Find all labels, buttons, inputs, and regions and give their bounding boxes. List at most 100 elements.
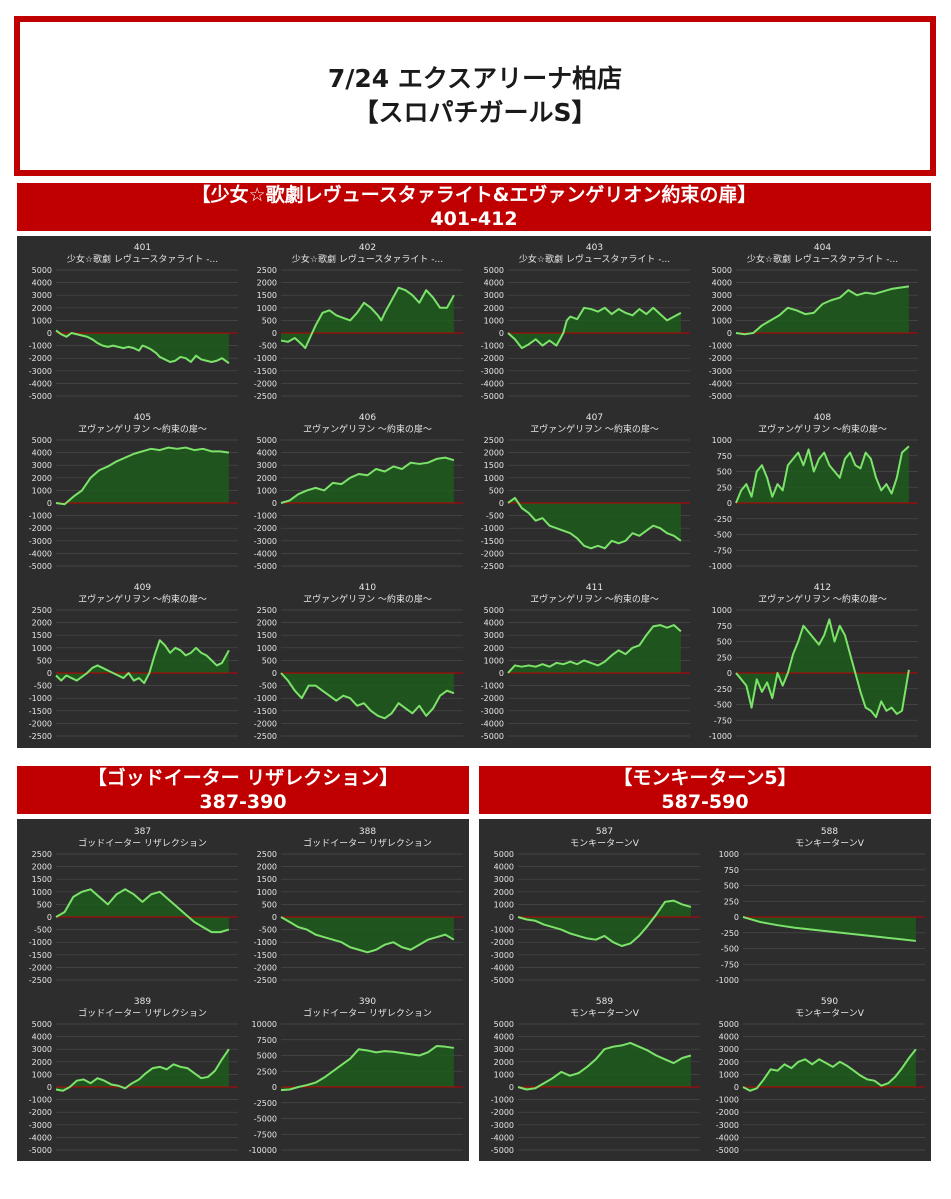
y-tick-label: 5000	[494, 1020, 514, 1029]
y-tick-label: -2000	[481, 354, 504, 363]
model-name: ヱヴァンゲリヲン ～約束の扉～	[78, 423, 207, 435]
y-tick-label: -1000	[29, 342, 52, 351]
area-fill	[56, 640, 229, 684]
y-tick-label: 3000	[719, 1045, 739, 1054]
y-tick-label: -1000	[29, 1096, 52, 1105]
y-tick-label: -1000	[716, 976, 739, 985]
model-name: モンキーターンV	[795, 838, 865, 849]
area-fill	[508, 307, 681, 349]
y-tick-label: -2000	[254, 379, 277, 388]
section-range: 587-590	[661, 791, 749, 813]
y-tick-label: -4000	[29, 1133, 52, 1142]
chart-407: 407 ヱヴァンゲリヲン ～約束の扉～ -2500 -2000 -1500 -1000 -5…	[472, 408, 697, 576]
y-tick-label: 0	[499, 329, 504, 338]
y-tick-label: -7500	[254, 1130, 277, 1139]
model-name: モンキーターンV	[570, 1008, 640, 1019]
y-tick-label: 0	[47, 329, 52, 338]
y-tick-label: 3000	[32, 461, 52, 470]
y-tick-label: 1000	[257, 888, 277, 897]
y-tick-label: 0	[47, 913, 52, 922]
y-tick-label: -250	[714, 685, 732, 694]
machine-number: 410	[359, 583, 376, 593]
model-name: 少女☆歌劇 レヴュースタァライト -...	[292, 253, 443, 265]
y-tick-label: -1000	[491, 926, 514, 935]
y-tick-label: 3000	[494, 1045, 514, 1054]
y-tick-label: 2500	[257, 606, 277, 615]
y-tick-label: 2000	[494, 888, 514, 897]
y-tick-label: 2000	[257, 474, 277, 483]
y-tick-label: 2000	[32, 863, 52, 872]
y-tick-label: 0	[727, 669, 732, 678]
machine-number: 412	[814, 583, 831, 593]
y-tick-label: -4000	[491, 963, 514, 972]
y-tick-label: -5000	[716, 1146, 739, 1155]
y-tick-label: 2000	[257, 619, 277, 628]
y-tick-label: 1000	[257, 304, 277, 313]
model-name: ヱヴァンゲリヲン ～約束の扉～	[303, 593, 432, 605]
y-tick-label: 3000	[32, 1045, 52, 1054]
y-tick-label: -4000	[491, 1133, 514, 1142]
series-line	[280, 1045, 455, 1092]
chart-panel-god	[17, 819, 469, 1161]
model-name: ヱヴァンゲリヲン ～約束の扉～	[758, 423, 887, 435]
area-fill	[281, 457, 454, 503]
y-tick-label: -250	[721, 929, 739, 938]
model-name: ヱヴァンゲリヲン ～約束の扉～	[530, 423, 659, 435]
y-tick-label: 1000	[32, 1070, 52, 1079]
y-tick-label: 0	[272, 913, 277, 922]
y-tick-label: -2000	[29, 354, 52, 363]
y-tick-label: -1000	[716, 1096, 739, 1105]
y-tick-label: 1000	[32, 644, 52, 653]
y-tick-label: -2500	[29, 976, 52, 985]
y-tick-label: -500	[486, 512, 504, 521]
section-range: 387-390	[199, 791, 287, 813]
y-tick-label: -4000	[481, 379, 504, 388]
y-tick-label: 0	[727, 499, 732, 508]
y-tick-label: 1000	[712, 316, 732, 325]
y-tick-label: 2000	[484, 644, 504, 653]
y-tick-label: 1000	[257, 486, 277, 495]
y-tick-label: -1500	[29, 951, 52, 960]
chart-412: 412 ヱヴァンゲリヲン ～約束の扉～ -1000 -750 -500 -250 0 250 5…	[700, 578, 925, 746]
series-line	[55, 329, 230, 365]
model-name: 少女☆歌劇 レヴュースタァライト -...	[519, 253, 670, 265]
y-tick-label: 2500	[484, 436, 504, 445]
y-tick-label: -1500	[254, 707, 277, 716]
model-name: ヱヴァンゲリヲン ～約束の扉～	[303, 423, 432, 435]
y-tick-label: -1000	[709, 732, 732, 741]
y-tick-label: 0	[499, 669, 504, 678]
chart-590: 590 モンキーターンV -5000 -4000 -3000 -2000 -1000 0 100…	[707, 992, 932, 1160]
y-tick-label: -4000	[29, 379, 52, 388]
y-tick-label: 750	[724, 866, 739, 875]
y-tick-label: 0	[734, 1083, 739, 1092]
y-tick-label: -2500	[254, 1099, 277, 1108]
y-tick-label: -4000	[254, 549, 277, 558]
y-tick-label: -1000	[29, 938, 52, 947]
area-fill	[518, 900, 691, 946]
chart-404: 404 少女☆歌劇 レヴュースタァライト -... -5000 -4000 -3000 -…	[700, 238, 925, 406]
y-tick-label: -500	[34, 682, 52, 691]
y-tick-label: 1000	[494, 1070, 514, 1079]
header-line1: 7/24 エクスアリーナ柏店	[327, 64, 623, 93]
y-tick-label: 5000	[32, 1020, 52, 1029]
machine-number: 388	[359, 827, 376, 837]
y-tick-label: -1500	[481, 537, 504, 546]
y-tick-label: 4000	[32, 279, 52, 288]
y-tick-label: 3000	[484, 291, 504, 300]
y-tick-label: -500	[259, 682, 277, 691]
y-tick-label: -3000	[491, 1121, 514, 1130]
y-tick-label: 0	[499, 499, 504, 508]
y-tick-label: 1500	[32, 631, 52, 640]
y-tick-label: -2000	[491, 938, 514, 947]
y-tick-label: -500	[34, 926, 52, 935]
y-tick-label: -750	[714, 716, 732, 725]
header-box: 7/24 エクスアリーナ柏店 【スロパチガールS】	[14, 16, 936, 176]
y-tick-label: 4000	[494, 1033, 514, 1042]
y-tick-label: 1500	[32, 875, 52, 884]
